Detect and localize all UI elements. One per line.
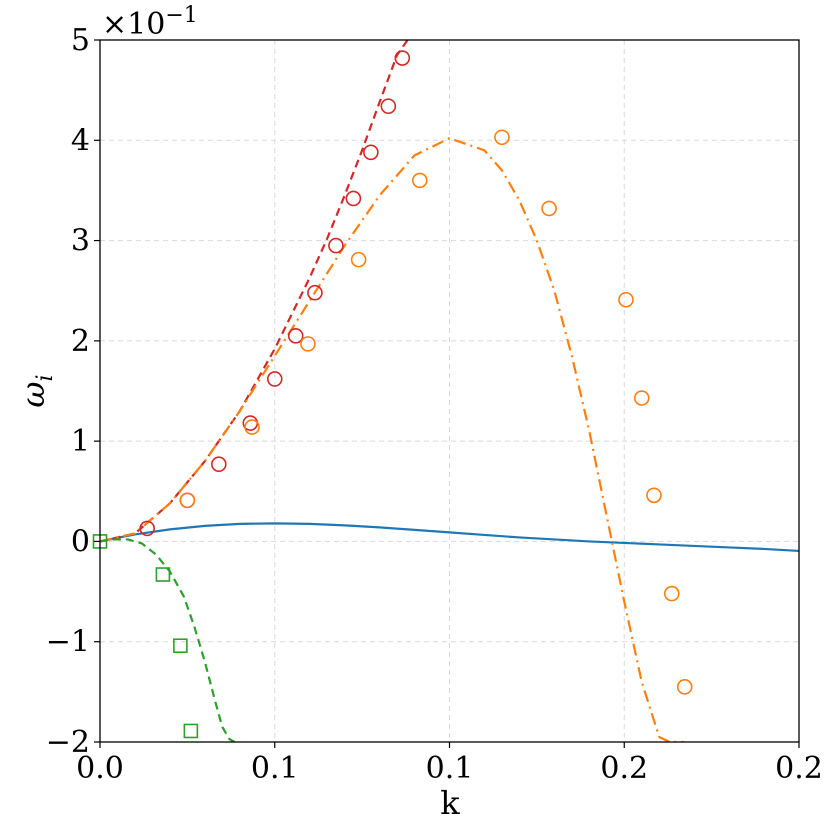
series-layer — [100, 40, 799, 742]
x-tick-label-4: 0.2 — [775, 751, 823, 786]
marker-layer — [92, 50, 693, 739]
series-2-marker-11 — [676, 679, 693, 695]
series-3-marker-1 — [155, 567, 171, 582]
series-1-marker-2 — [211, 456, 227, 473]
series-line-3 — [100, 538, 236, 742]
series-1-marker-4 — [266, 371, 283, 387]
series-1-marker-11 — [394, 50, 411, 66]
y-tick-label-3: 1 — [71, 424, 90, 459]
x-axis-label: k — [440, 784, 460, 822]
y-axis-label-subscript: i — [33, 374, 58, 381]
series-1-marker-7 — [328, 237, 344, 254]
y-tick-label-6: 4 — [71, 123, 90, 158]
x-tick-label-3: 0.2 — [600, 751, 648, 786]
series-1-marker-0 — [139, 520, 155, 537]
y-tick-label-7: 5 — [71, 23, 90, 58]
series-3-marker-3 — [183, 723, 199, 739]
series-2-marker-1 — [244, 419, 260, 435]
x-tick-label-2: 0.1 — [426, 751, 474, 786]
x-tick-label-0: 0.0 — [76, 751, 124, 786]
y-tick-label-2: 0 — [71, 524, 90, 559]
series-2-marker-10 — [663, 585, 680, 602]
y-tick-label-5: 3 — [71, 224, 90, 259]
series-line-1 — [100, 40, 409, 543]
series-2-marker-0 — [179, 492, 196, 509]
y-exponent-power: −1 — [165, 3, 197, 28]
series-2-marker-5 — [494, 129, 510, 146]
y-exponent-label: ×10−1 — [102, 3, 198, 42]
series-1-marker-6 — [307, 284, 323, 301]
series-1-marker-9 — [363, 144, 379, 161]
y-axis-label-symbol: ω — [14, 381, 52, 407]
series-2-marker-2 — [300, 336, 316, 352]
series-1-marker-10 — [380, 98, 397, 114]
x-tick-label-1: 0.1 — [251, 751, 299, 786]
grid-layer — [100, 40, 799, 742]
series-line-0 — [100, 522, 799, 553]
series-2-marker-9 — [646, 487, 662, 504]
series-2-marker-8 — [633, 390, 650, 406]
series-2-marker-3 — [350, 251, 367, 268]
series-1-marker-5 — [287, 328, 304, 344]
series-2-marker-4 — [411, 172, 428, 189]
y-axis-label: ωi — [14, 374, 58, 407]
series-line-2 — [100, 137, 684, 742]
series-3-marker-2 — [173, 638, 188, 654]
tick-layer: 0.0 0.1 0.1 0.2 0.2 −2 −1 0 1 2 3 4 5 — [46, 23, 823, 786]
y-tick-label-1: −1 — [46, 625, 90, 660]
y-tick-label-0: −2 — [46, 725, 90, 760]
y-exponent-base: ×10 — [102, 7, 165, 42]
series-2-marker-6 — [541, 200, 557, 217]
y-tick-label-4: 2 — [71, 324, 90, 359]
series-1-marker-8 — [345, 190, 362, 207]
series-2-marker-7 — [618, 291, 634, 308]
